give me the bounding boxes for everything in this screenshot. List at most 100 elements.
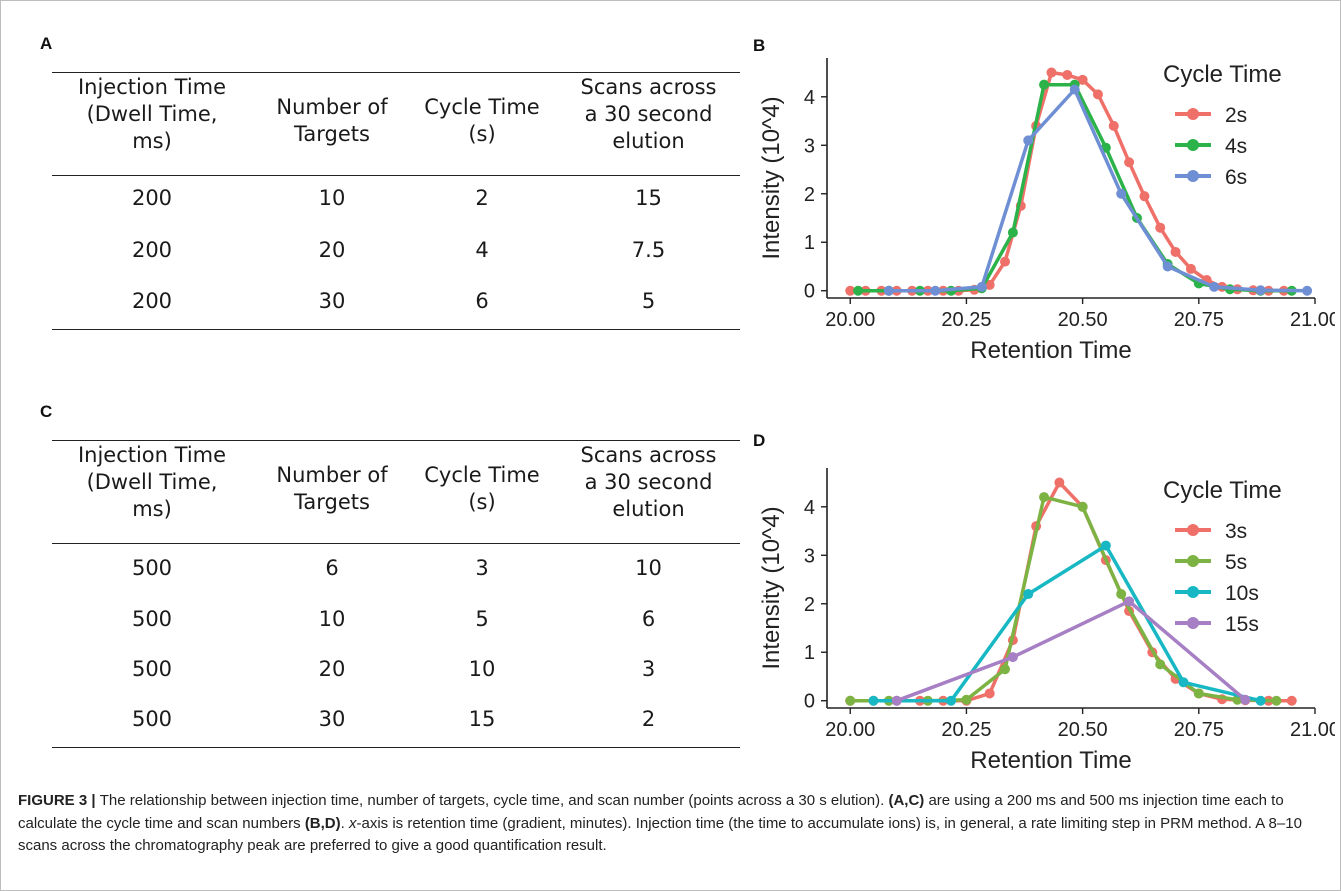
y-axis-label: Intensity (10^4) [758, 96, 785, 259]
data-point-5s [1193, 688, 1204, 699]
data-point-2s [845, 285, 856, 296]
table-c: Injection Time (Dwell Time, ms) Number o… [52, 440, 740, 750]
legend-entry-label: 15s [1225, 613, 1259, 636]
data-point-3s [1054, 477, 1065, 488]
legend-entry-label: 5s [1225, 551, 1247, 574]
legend-entry-label: 3s [1225, 520, 1247, 543]
table-c-header-injection-time: Injection Time (Dwell Time, ms) [77, 443, 227, 521]
table-c-cell: 10 [635, 556, 662, 580]
table-c-cell: 500 [131, 607, 173, 631]
y-tick-label: 1 [804, 642, 815, 664]
x-axis-label: Retention Time [970, 747, 1131, 774]
table-c-cell: 15 [468, 707, 496, 731]
caption-separator: | [87, 792, 100, 809]
x-tick-label: 21.00 [1290, 719, 1335, 741]
y-tick-label: 0 [804, 691, 815, 713]
data-point-2s [1108, 120, 1119, 131]
data-point-2s [1077, 74, 1088, 85]
data-point-6s [1302, 285, 1313, 296]
data-point-5s [1000, 664, 1011, 675]
table-c-cell: 500 [131, 707, 173, 731]
data-point-3s [984, 688, 995, 699]
table-a-header-rule [52, 175, 740, 176]
table-a-header-injection-time: Injection Time (Dwell Time, ms) [77, 75, 227, 153]
table-a-cell: 15 [635, 186, 662, 210]
y-tick-label: 4 [804, 497, 815, 519]
caption-x-italic: x [348, 814, 357, 832]
table-a-cell: 20 [318, 238, 346, 262]
data-point-5s [1116, 589, 1127, 600]
table-c-cell: 3 [641, 657, 656, 681]
data-point-4s [853, 285, 864, 296]
legend-entry-label: 4s [1225, 135, 1247, 158]
y-tick-label: 4 [804, 87, 815, 109]
table-a-header-targets: Number of Targets [276, 95, 388, 146]
legend-entry-label: 10s [1225, 582, 1259, 605]
table-a-header-scans: Scans across a 30 second elution [580, 75, 717, 153]
x-tick-label: 20.75 [1174, 719, 1224, 741]
table-a-cell: 4 [475, 238, 489, 262]
caption-text-3: . [340, 814, 349, 832]
data-point-6s [930, 285, 941, 296]
data-point-10s [1023, 589, 1034, 600]
data-point-2s [1062, 69, 1073, 80]
legend-title: Cycle Time [1163, 61, 1282, 88]
panel-label-c: C [40, 402, 53, 421]
data-point-10s [1255, 695, 1266, 706]
y-tick-label: 3 [804, 135, 815, 157]
table-c-cell: 20 [318, 657, 346, 681]
table-a-cell: 10 [318, 186, 346, 210]
table-a-cell: 5 [641, 289, 656, 313]
table-c-cell: 2 [641, 707, 656, 731]
data-point-5s [1039, 492, 1050, 503]
x-axis-label: Retention Time [970, 337, 1131, 364]
chart-d-svg: 0 1 2 3 4 20.00 20.25 20.50 20.75 21.00 Retention … [758, 468, 1335, 774]
table-a-cell: 6 [475, 289, 489, 313]
legend-swatch-point [1187, 524, 1199, 536]
panel-label-b: B [753, 36, 766, 55]
table-a-top-rule [52, 72, 740, 73]
y-tick-label: 1 [804, 232, 815, 254]
data-point-3s [1286, 695, 1297, 706]
legend-swatch-point [1187, 108, 1199, 120]
figure-caption: FIGURE 3 | The relationship between inje… [18, 790, 1323, 858]
panel-label-d: D [753, 431, 766, 450]
data-point-15s [1124, 596, 1135, 607]
series-line-2s [850, 70, 1284, 293]
table-c-header-rule [52, 543, 740, 544]
legend-title: Cycle Time [1163, 477, 1282, 504]
legend-swatch-point [1187, 170, 1199, 182]
data-point-2s [1092, 89, 1103, 100]
data-point-2s [1000, 256, 1011, 267]
data-point-15s [891, 695, 902, 706]
chart-b: 0 1 2 3 4 20.00 20.25 20.50 20.75 21.00 Retention … [755, 50, 1335, 370]
data-point-5s [1271, 695, 1282, 706]
chart-b-svg: 0 1 2 3 4 20.00 20.25 20.50 20.75 21.00 Retention … [758, 58, 1335, 364]
data-point-2s [1170, 246, 1181, 257]
caption-text-1: The relationship between injection time,… [99, 792, 889, 809]
table-c-cell: 6 [641, 607, 656, 631]
x-tick-label: 20.00 [825, 309, 875, 331]
legend-swatch-point [1187, 139, 1199, 151]
x-tick-label: 20.25 [941, 719, 991, 741]
table-c-header-targets: Number of Targets [276, 463, 388, 514]
data-point-2s [984, 279, 995, 290]
series-line-15s [896, 599, 1247, 703]
data-point-10s [1100, 540, 1111, 551]
data-point-2s [1155, 222, 1166, 233]
table-c-top-rule [52, 440, 740, 441]
data-point-2s [1046, 67, 1057, 78]
x-tick-label: 21.00 [1290, 309, 1335, 331]
table-c-cell: 10 [318, 607, 346, 631]
legend-entry-label: 2s [1225, 104, 1247, 127]
data-point-10s [946, 695, 957, 706]
data-point-15s [1240, 694, 1251, 705]
x-tick-label: 20.00 [825, 719, 875, 741]
data-point-6s [1255, 285, 1266, 296]
table-a-cell: 30 [318, 289, 346, 313]
data-point-6s [1162, 261, 1173, 272]
table-c-cell: 5 [475, 607, 489, 631]
caption-text-2: are using a 200 ms and 500 ms injection … [18, 792, 1284, 832]
caption-label: FIGURE 3 [18, 792, 88, 809]
data-point-10s [868, 695, 879, 706]
